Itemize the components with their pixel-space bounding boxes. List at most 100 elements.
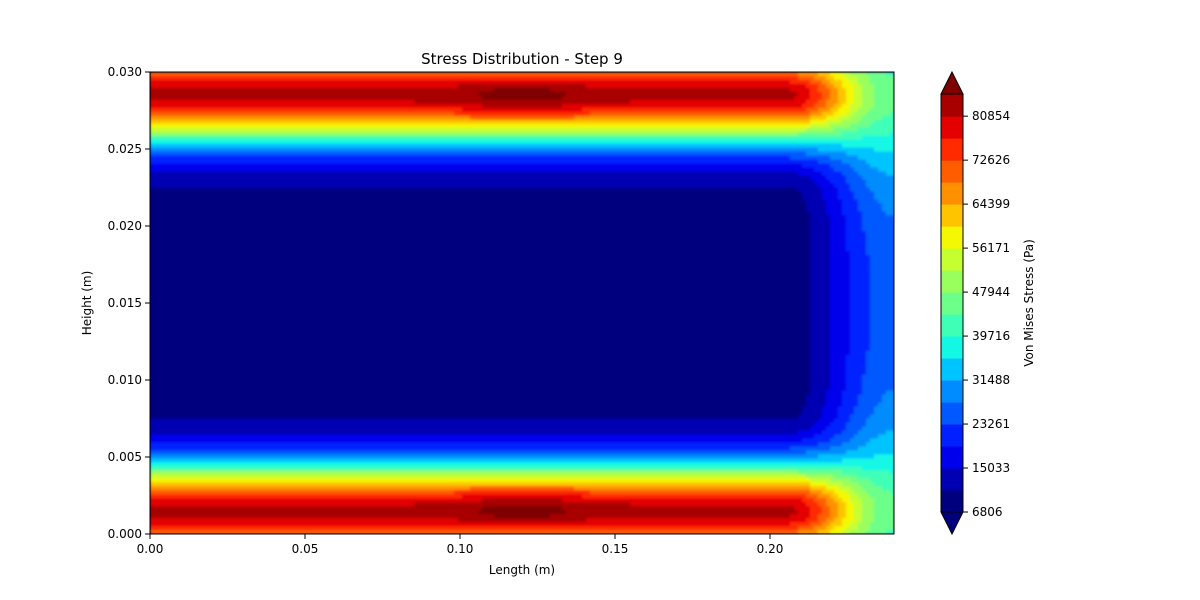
contour-cell <box>406 103 411 109</box>
contour-cell <box>766 107 771 113</box>
contour-cell <box>658 115 663 121</box>
contour-cell <box>362 99 367 105</box>
contour-cell <box>354 115 359 121</box>
contour-cell <box>854 111 859 117</box>
contour-cell <box>374 83 379 89</box>
contour-cell <box>418 95 423 101</box>
contour-cell <box>542 119 547 125</box>
contour-cell <box>286 72 291 77</box>
contour-cell <box>442 79 447 85</box>
contour-cell <box>810 147 815 153</box>
contour-cell <box>378 99 383 105</box>
contour-cell <box>454 115 459 121</box>
contour-cell <box>642 95 647 101</box>
contour-cell <box>286 83 291 89</box>
contour-cell <box>858 139 863 145</box>
contour-cell <box>402 139 407 145</box>
contour-cell <box>650 99 655 105</box>
contour-cell <box>562 151 567 157</box>
contour-cell <box>290 91 295 97</box>
contour-cell <box>442 91 447 97</box>
contour-cell <box>534 79 539 85</box>
contour-cell <box>182 139 187 145</box>
contour-cell <box>170 87 175 93</box>
contour-cell <box>186 167 191 173</box>
contour-cell <box>722 72 727 77</box>
contour-cell <box>258 123 263 129</box>
contour-cell <box>274 119 279 125</box>
contour-cell <box>298 115 303 121</box>
contour-cell <box>430 171 435 177</box>
contour-cell <box>554 103 559 109</box>
contour-cell <box>814 131 819 137</box>
contour-cell <box>346 119 351 125</box>
contour-cell <box>866 87 871 93</box>
contour-cell <box>502 72 507 77</box>
contour-cell <box>230 143 235 149</box>
contour-cell <box>342 139 347 145</box>
contour-cell <box>530 103 535 109</box>
contour-cell <box>246 87 251 93</box>
contour-cell <box>694 107 699 113</box>
contour-cell <box>418 103 423 109</box>
contour-cell <box>878 131 883 137</box>
contour-cell <box>606 131 611 137</box>
contour-cell <box>870 163 875 169</box>
contour-cell <box>590 95 595 101</box>
contour-cell <box>234 75 239 81</box>
contour-cell <box>354 123 359 129</box>
contour-cell <box>670 143 675 149</box>
contour-cell <box>654 111 659 117</box>
contour-cell <box>662 119 667 125</box>
contour-cell <box>674 91 679 97</box>
contour-cell <box>446 107 451 113</box>
contour-cell <box>726 107 731 113</box>
contour-cell <box>758 72 763 77</box>
contour-cell <box>370 103 375 109</box>
contour-cell <box>846 139 851 145</box>
contour-cell <box>770 115 775 121</box>
contour-cell <box>450 72 455 77</box>
contour-cell <box>850 155 855 161</box>
contour-cell <box>690 115 695 121</box>
contour-cell <box>626 119 631 125</box>
contour-cell <box>362 175 367 181</box>
contour-cell <box>314 131 319 137</box>
contour-cell <box>754 95 759 101</box>
contour-cell <box>846 111 851 117</box>
contour-cell <box>410 107 415 113</box>
contour-cell <box>218 155 223 161</box>
contour-cell <box>574 115 579 121</box>
contour-cell <box>218 83 223 89</box>
contour-cell <box>526 175 531 181</box>
contour-cell <box>210 167 215 173</box>
contour-cell <box>398 79 403 85</box>
contour-cell <box>502 159 507 165</box>
contour-cell <box>846 99 851 105</box>
contour-cell <box>458 91 463 97</box>
contour-cell <box>194 119 199 125</box>
contour-cell <box>434 167 439 173</box>
contour-cell <box>426 107 431 113</box>
contour-cell <box>226 143 231 149</box>
contour-cell <box>886 171 891 177</box>
contour-cell <box>318 72 323 77</box>
contour-cell <box>786 147 791 153</box>
contour-cell <box>158 139 163 145</box>
contour-cell <box>382 107 387 113</box>
contour-cell <box>554 91 559 97</box>
contour-cell <box>402 72 407 77</box>
contour-cell <box>670 139 675 145</box>
contour-cell <box>294 75 299 81</box>
contour-cell <box>526 155 531 161</box>
contour-cell <box>218 111 223 117</box>
contour-cell <box>506 143 511 149</box>
contour-cell <box>394 87 399 93</box>
contour-cell <box>670 167 675 173</box>
contour-cell <box>326 111 331 117</box>
contour-cell <box>338 119 343 125</box>
contour-cell <box>454 131 459 137</box>
contour-cell <box>418 163 423 169</box>
contour-cell <box>794 135 799 141</box>
contour-cell <box>562 131 567 137</box>
